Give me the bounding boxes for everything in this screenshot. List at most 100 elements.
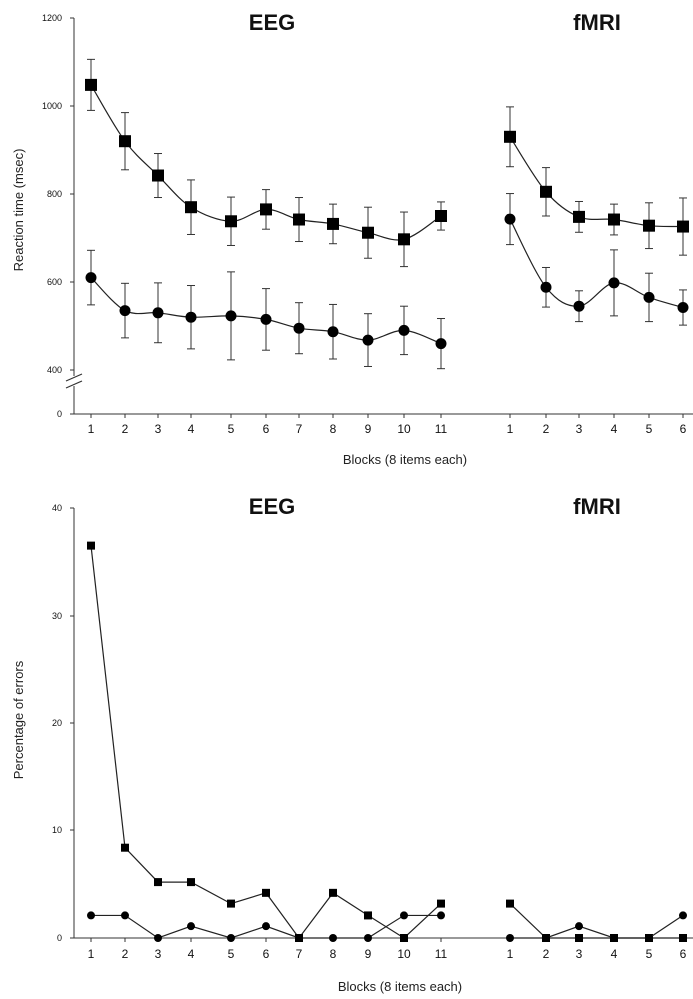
rt-axis-break-mark	[65, 380, 83, 389]
err-x-tick-label: 3	[155, 947, 162, 961]
rt-square-marker	[85, 78, 97, 91]
rt-y-tick-label: 1000	[42, 101, 62, 111]
rt-circle-marker	[327, 326, 339, 338]
err-x-tick-label: 9	[365, 947, 372, 961]
rt-circle-marker	[573, 300, 585, 312]
rt-square-marker	[643, 219, 655, 232]
rt-square-marker	[225, 215, 237, 228]
err-x-tick-label: 5	[646, 947, 653, 961]
err-square-marker	[437, 899, 445, 908]
err-circle-marker	[121, 911, 129, 920]
rt-square-marker	[608, 213, 620, 226]
err-x-tick-label: 6	[680, 947, 687, 961]
err-circle-marker	[187, 922, 195, 931]
rt-x-tick-label: 1	[507, 422, 514, 436]
rt-x-tick-label: 3	[155, 422, 162, 436]
err-x-tick-label: 7	[296, 947, 303, 961]
err-y-axis-label: Percentage of errors	[11, 660, 26, 779]
rt-x-tick-label: 9	[365, 422, 372, 436]
rt-y-tick-label: 0	[57, 409, 62, 419]
err-x-tick-label: 5	[228, 947, 235, 961]
rt-square-marker	[260, 203, 272, 216]
err-y-tick-label: 30	[52, 611, 62, 621]
err-circle-marker	[227, 934, 235, 942]
err-circle-marker	[542, 934, 550, 942]
rt-square-marker	[540, 185, 552, 198]
err-y-ticks: 0 10 20 30 40	[52, 503, 74, 943]
err-square-marker	[329, 888, 337, 897]
rt-y-tick-label: 800	[47, 189, 62, 199]
err-chart: EEG fMRI Percentage of errors Blocks (8 …	[11, 494, 693, 994]
rt-circle-marker	[260, 313, 272, 325]
rt-square-marker	[327, 217, 339, 230]
rt-square-marker	[573, 210, 585, 223]
rt-axis-break-mark	[65, 373, 83, 382]
err-square-marker	[575, 934, 583, 942]
rt-x-axis-label: Blocks (8 items each)	[343, 452, 467, 467]
rt-square-marker	[119, 135, 131, 148]
rt-y-axis-label: Reaction time (msec)	[11, 149, 26, 272]
rt-circle-marker	[504, 213, 516, 225]
err-circle-marker	[400, 911, 408, 920]
rt-circle-marker	[152, 307, 164, 319]
err-x-tick-label: 4	[611, 947, 618, 961]
rt-x-tick-label: 4	[188, 422, 195, 436]
err-x-tick-label: 2	[122, 947, 129, 961]
err-title-eeg: EEG	[249, 494, 295, 519]
err-square-marker	[506, 899, 514, 908]
rt-square-marker	[504, 130, 516, 143]
err-title-fmri: fMRI	[573, 494, 621, 519]
rt-circle-marker	[398, 324, 410, 336]
err-circle-marker	[610, 934, 618, 942]
rt-x-tick-label: 6	[263, 422, 270, 436]
err-y-tick-label: 10	[52, 825, 62, 835]
err-square-marker	[121, 843, 129, 852]
rt-square-marker	[293, 213, 305, 226]
rt-x-tick-label: 3	[576, 422, 583, 436]
rt-circle-marker	[677, 302, 689, 314]
err-circle-marker	[154, 934, 162, 942]
rt-square-marker	[362, 226, 374, 239]
err-square-marker	[154, 878, 162, 887]
rt-x-tick-label: 5	[646, 422, 653, 436]
rt-circle-series-line	[509, 218, 684, 309]
rt-circle-marker	[293, 322, 305, 334]
err-square-marker	[400, 934, 408, 942]
rt-title-fmri: fMRI	[573, 10, 621, 35]
rt-title-eeg: EEG	[249, 10, 295, 35]
err-square-series-line	[509, 903, 683, 939]
rt-x-tick-label: 8	[330, 422, 337, 436]
rt-x-tick-label: 2	[543, 422, 550, 436]
err-y-tick-label: 20	[52, 718, 62, 728]
err-x-tick-label: 11	[435, 947, 448, 961]
err-x-tick-label: 2	[543, 947, 550, 961]
rt-y-tick-label: 400	[47, 365, 62, 375]
rt-plot-area: 1 2 3 4 5 6 7 8 9 10 11 1 2 3 4 5 6	[85, 58, 689, 436]
err-x-tick-label: 10	[397, 947, 411, 961]
err-x-tick-label: 8	[330, 947, 337, 961]
rt-x-tick-label: 4	[611, 422, 618, 436]
rt-y-tick-label: 1200	[42, 13, 62, 23]
err-circle-marker	[645, 934, 653, 942]
rt-y-tick-label: 600	[47, 277, 62, 287]
rt-square-marker	[185, 201, 197, 214]
rt-x-tick-label: 11	[435, 422, 448, 436]
err-square-series-line	[90, 545, 442, 940]
rt-square-marker	[152, 169, 164, 182]
rt-chart: EEG fMRI Reaction time (msec) Blocks (8 …	[11, 10, 693, 467]
err-square-marker	[227, 899, 235, 908]
err-circle-marker	[329, 934, 337, 942]
rt-circle-marker	[540, 281, 552, 293]
err-circle-marker	[437, 911, 445, 920]
rt-circle-marker	[643, 291, 655, 303]
err-square-marker	[187, 878, 195, 887]
rt-circle-marker	[85, 272, 97, 284]
err-circle-marker	[262, 922, 270, 931]
err-circle-marker	[575, 922, 583, 931]
err-x-tick-label: 6	[263, 947, 270, 961]
rt-x-tick-label: 7	[296, 422, 303, 436]
rt-circle-marker	[608, 277, 620, 289]
err-y-tick-label: 0	[57, 933, 62, 943]
err-x-axis-label: Blocks (8 items each)	[338, 979, 462, 994]
rt-circle-marker	[119, 305, 131, 317]
